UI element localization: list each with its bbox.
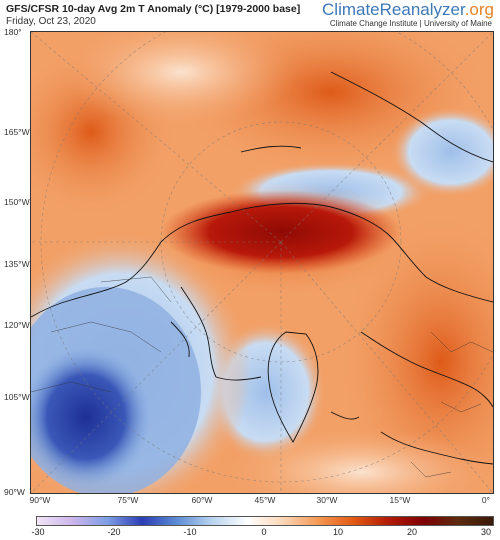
brand-word-2: Reanalyzer [379, 0, 465, 19]
lon-label-60w: 60°W [191, 495, 213, 505]
pale-patch-north [61, 32, 301, 127]
lat-label-135w: 135°W [4, 259, 30, 269]
brand-word-3: .org [464, 0, 494, 19]
lat-label-90w: 90°W [4, 487, 25, 497]
colorbar-tick-30: 30 [480, 527, 492, 537]
colorbar-tick-10: 10 [332, 527, 344, 537]
hot-zone-core [161, 190, 401, 274]
lat-label-180: 180° [4, 27, 22, 37]
lon-label-90w: 90°W [29, 495, 51, 505]
map-canvas [31, 32, 493, 493]
map-date: Friday, Oct 23, 2020 [6, 16, 96, 27]
lon-label-15w: 15°W [389, 495, 411, 505]
coastlines [31, 71, 493, 465]
graticule [31, 32, 493, 493]
colorbar-tick-m30: -30 [31, 527, 45, 537]
map-title: GFS/CFSR 10-day Avg 2m T Anomaly (°C) [1… [6, 3, 301, 15]
colorbar [36, 516, 494, 526]
pale-patch-europe [221, 427, 493, 493]
lat-label-150w: 150°W [4, 197, 30, 207]
lon-label-45w: 45°W [254, 495, 276, 505]
anomaly-map[interactable] [30, 31, 494, 494]
lon-label-75w: 75°W [117, 495, 139, 505]
colorbar-tick-0: 0 [261, 527, 267, 537]
lat-label-105w: 105°W [4, 392, 30, 402]
colorbar-tick-m10: -10 [183, 527, 197, 537]
lat-label-165w: 165°W [4, 127, 30, 137]
brand-logo[interactable]: ClimateReanalyzer.org [322, 0, 494, 20]
brand-word-1: Climate [322, 0, 380, 19]
lat-label-120w: 120°W [4, 320, 30, 330]
lon-label-30w: 30°W [316, 495, 338, 505]
colorbar-tick-20: 20 [406, 527, 418, 537]
borders [31, 276, 493, 478]
cold-zone-core [31, 347, 151, 487]
credit-line: Climate Change Institute | University of… [329, 19, 492, 28]
colorbar-tick-m20: -20 [107, 527, 121, 537]
pale-patch-ne [391, 107, 493, 197]
lon-label-0: 0° [481, 495, 491, 505]
